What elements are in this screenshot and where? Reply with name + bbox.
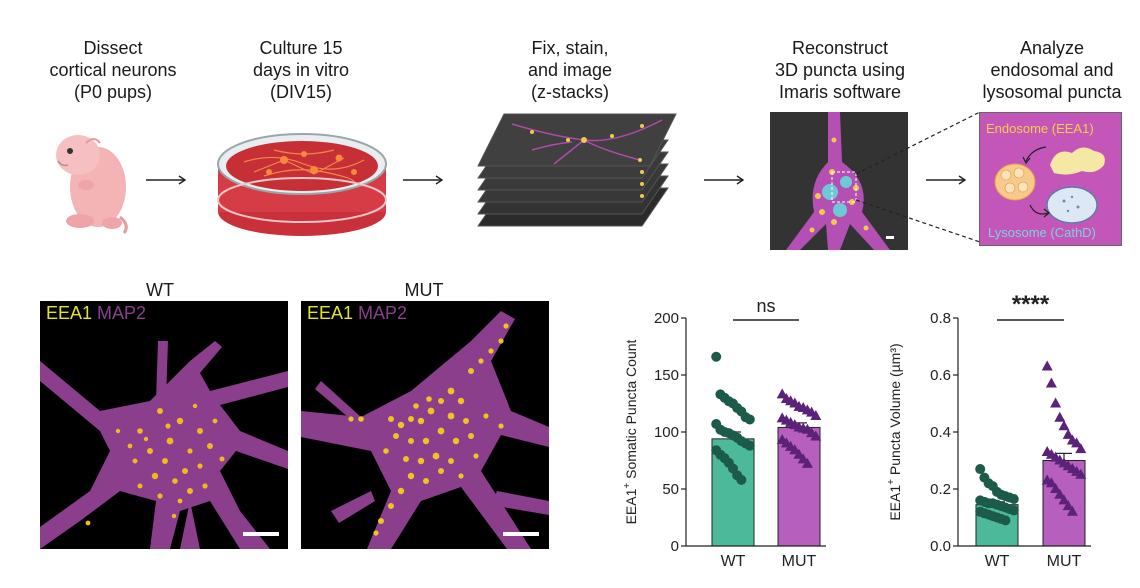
zoom-lines: [855, 111, 981, 243]
significance-label: ns: [756, 296, 775, 316]
pup-illustration-icon: [56, 135, 128, 234]
data-point: [1062, 428, 1074, 439]
data-point: [1075, 443, 1087, 454]
y-tick-label: 0: [671, 538, 679, 555]
scale-bar: [243, 532, 279, 536]
data-point: [1071, 437, 1083, 448]
petri-dish-illustration-icon: [217, 133, 387, 236]
micrograph-wt: EEA1 MAP2: [40, 301, 288, 549]
step-3-label: Fix, stain, and image (z-stacks): [527, 38, 613, 102]
step-4-label: Reconstruct 3D puncta using Imaris softw…: [774, 38, 906, 102]
data-point: [744, 414, 755, 425]
arrow-4-icon: [926, 175, 967, 185]
arrow-1-icon: [146, 175, 187, 185]
vesicle-icon: [994, 163, 1036, 201]
analyze-box: Endosome (EEA1) Lysosome (CathD): [979, 112, 1122, 246]
y-tick-label: 50: [662, 481, 679, 498]
y-tick-label: 0.4: [930, 424, 951, 441]
step-1-label: Dissect cortical neurons (P0 pups): [49, 38, 177, 102]
data-point: [1045, 477, 1057, 488]
y-axis-label: EEA1+ Puncta Volume (µm³): [886, 343, 903, 520]
flow-arrows-icon: [1022, 146, 1050, 218]
step-2-label: Culture 15 days in vitro (DIV15): [252, 38, 350, 102]
x-tick-label: WT: [721, 553, 746, 570]
data-point: [1008, 505, 1019, 516]
wt-eea1-label: EEA1: [46, 303, 93, 323]
y-tick-label: 0.8: [930, 310, 951, 327]
data-point: [1050, 483, 1062, 493]
data-point: [1058, 420, 1070, 431]
x-tick-label: MUT: [782, 553, 817, 570]
mut-stain-legend: EEA1 MAP2: [307, 303, 407, 324]
lysosome-icon: [1046, 186, 1098, 224]
wt-map2-label: MAP2: [97, 303, 147, 323]
y-tick-label: 0.2: [930, 481, 951, 498]
data-point: [1000, 515, 1011, 526]
data-point: [1054, 488, 1066, 499]
data-point: [1041, 360, 1053, 371]
y-tick-label: 100: [654, 424, 679, 441]
data-point: [1062, 500, 1074, 511]
mut-neuron-image: [301, 311, 549, 549]
puncta-volume-chart: 0.0 0.2 0.4 0.6 0.8 EEA1+ Puncta Volume (µm³)…: [886, 291, 1091, 570]
wt-stain-legend: EEA1 MAP2: [46, 303, 146, 324]
y-axis-label: EEA1+ Somatic Puncta Count: [622, 339, 639, 524]
data-point: [810, 430, 822, 441]
data-point: [801, 457, 813, 468]
data-point: [810, 410, 822, 421]
z-stack-illustration-icon: [477, 113, 677, 227]
significance-label: ****: [1012, 291, 1050, 318]
y-tick-label: 0.6: [930, 367, 951, 384]
data-point: [1008, 493, 1019, 504]
endosome-label: Endosome (EEA1): [986, 121, 1094, 136]
x-tick-label: WT: [985, 553, 1010, 570]
mut-map2-label: MAP2: [358, 303, 408, 323]
y-tick-label: 150: [654, 367, 679, 384]
y-tick-label: 0.0: [930, 538, 951, 555]
arrow-3-icon: [704, 175, 745, 185]
data-point: [711, 351, 722, 362]
data-point: [1050, 397, 1062, 408]
wt-neuron-image: [40, 341, 288, 549]
endosome-icon: [1050, 147, 1105, 175]
puncta-count-chart: 0 50 100 150 200 EEA1+ Somatic Puncta Count WT…: [622, 296, 826, 570]
bar-wt: [711, 438, 755, 547]
data-point: [736, 474, 747, 485]
data-point: [1058, 494, 1070, 505]
x-tick-label: MUT: [1047, 553, 1082, 570]
mut-eea1-label: EEA1: [307, 303, 354, 323]
arrow-2-icon: [403, 175, 444, 185]
y-tick-label: 200: [654, 310, 679, 327]
scale-bar: [503, 532, 539, 536]
data-point: [1066, 505, 1078, 516]
reconstruction-illustration-icon: [770, 112, 908, 250]
micrograph-mut: EEA1 MAP2: [301, 301, 549, 549]
data-point: [1054, 411, 1066, 422]
data-point: [1075, 468, 1087, 479]
step-5-label: Analyze endosomal and lysosomal puncta: [982, 38, 1122, 102]
data-point: [1045, 377, 1057, 388]
lysosome-label: Lysosome (CathD): [988, 225, 1096, 240]
data-point: [744, 440, 755, 451]
micrograph-wt-title: WT: [146, 280, 174, 300]
micrograph-mut-title: MUT: [404, 280, 444, 300]
data-point: [975, 464, 986, 475]
